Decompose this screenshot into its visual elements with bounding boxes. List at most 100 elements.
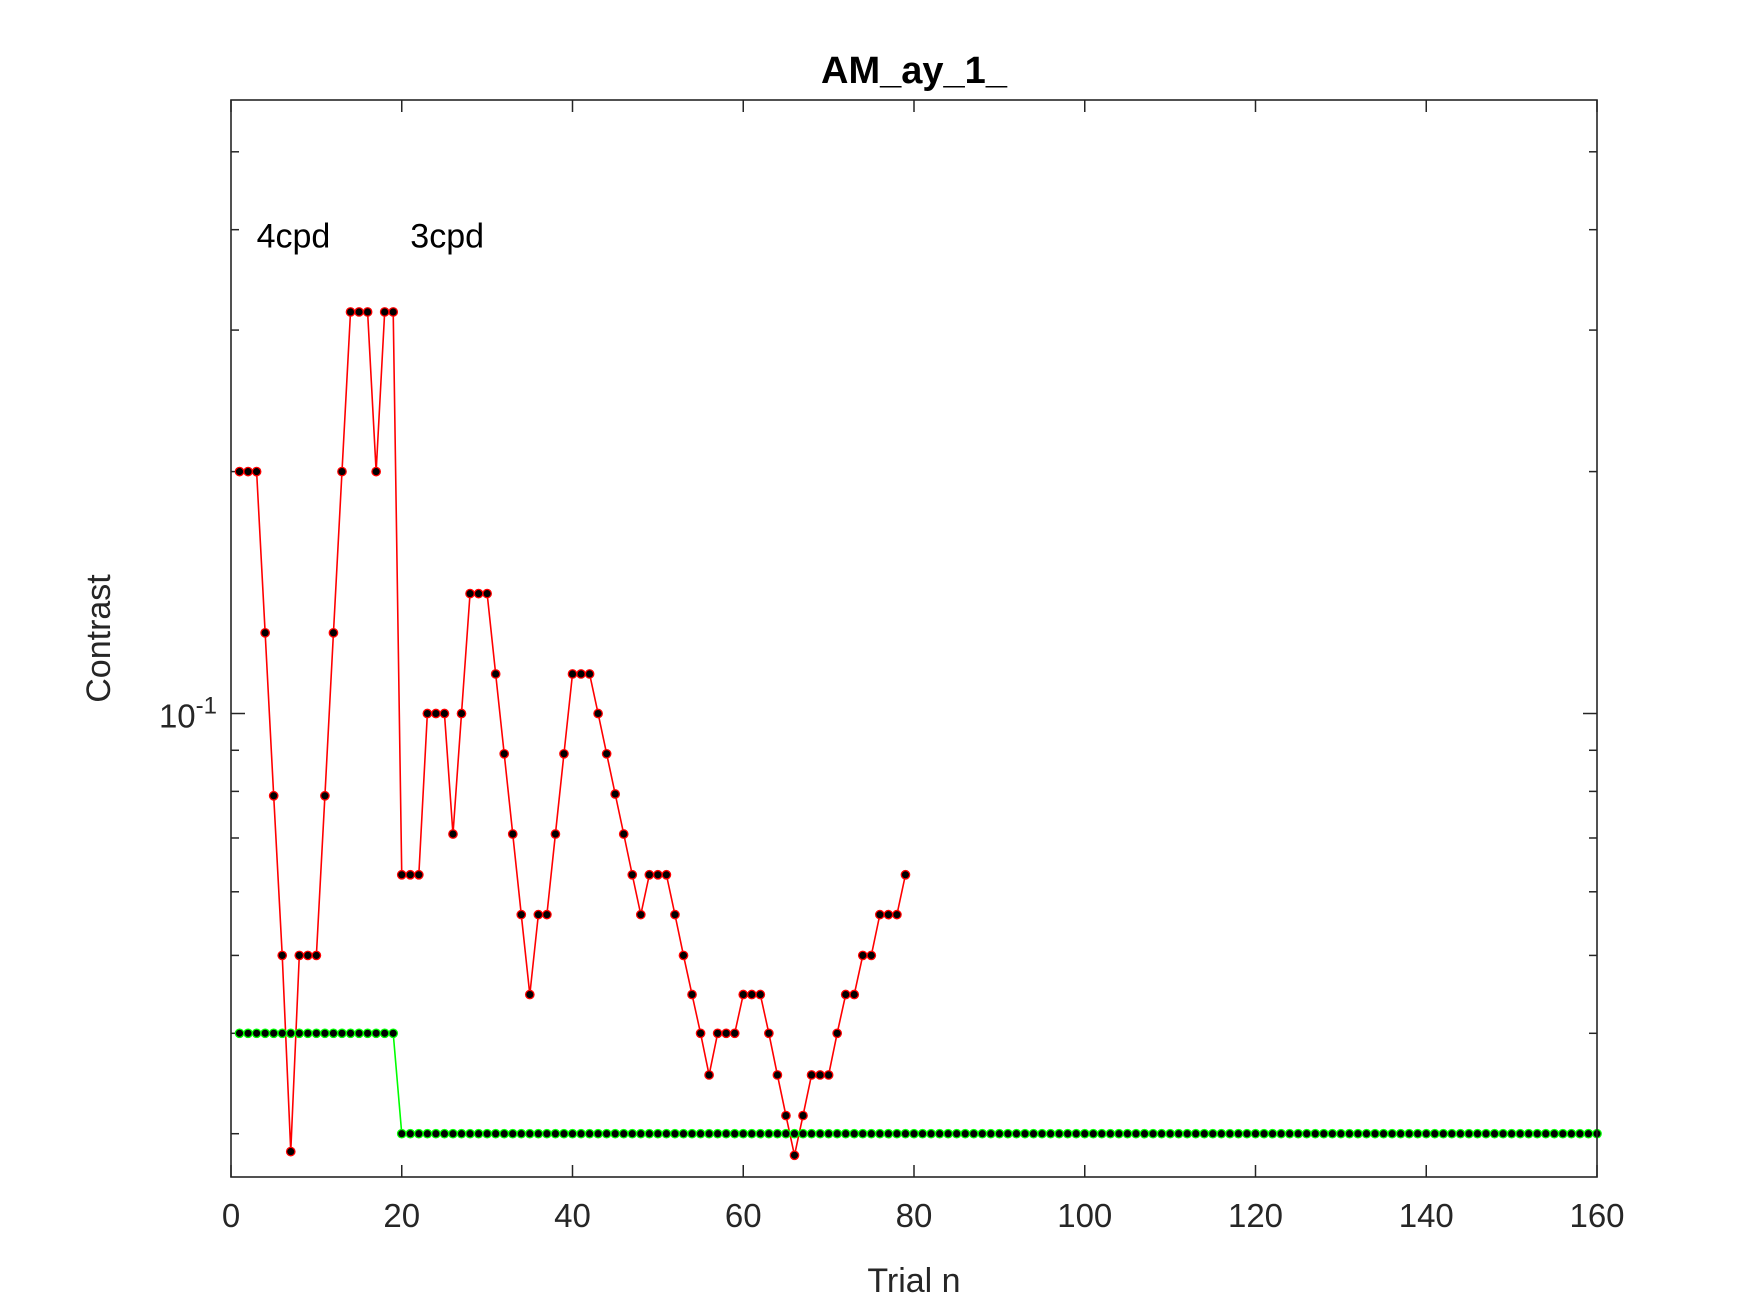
series-1-point: [601, 748, 612, 759]
series-1-point: [294, 950, 305, 961]
series-2-point: [1575, 1128, 1585, 1139]
series-2-point: [985, 1128, 996, 1139]
series-2-point: [431, 1128, 441, 1139]
series-1-point: [584, 669, 595, 679]
series-2-point: [909, 1128, 919, 1139]
annotation-label: 3cpd: [410, 218, 484, 256]
series-2-point: [653, 1128, 663, 1139]
series-1-point: [328, 627, 339, 638]
x-tick-label: 0: [222, 1197, 240, 1234]
series-2-point: [601, 1128, 612, 1139]
series-2-point: [1370, 1128, 1380, 1139]
series-2-point: [405, 1128, 416, 1139]
series-1-point: [362, 307, 373, 317]
series-1-point: [243, 466, 253, 477]
series-2-point: [738, 1128, 749, 1139]
series-2-point: [917, 1128, 928, 1139]
series-2-point: [772, 1128, 783, 1139]
series-2-point: [832, 1128, 843, 1139]
series-2-point: [661, 1128, 672, 1139]
series-2-point: [1003, 1128, 1013, 1139]
series-2-point: [1028, 1128, 1039, 1139]
series-2-point: [260, 1028, 270, 1039]
series-2-point: [1395, 1128, 1406, 1139]
series-2-point: [490, 1128, 501, 1139]
series-2-point: [1549, 1128, 1560, 1139]
series-2-point: [1293, 1128, 1304, 1139]
series-1-point: [345, 307, 356, 317]
series-2-point: [823, 1128, 834, 1139]
series-1-point: [661, 869, 672, 880]
series-2-point: [1037, 1128, 1047, 1139]
series-2-point: [1464, 1128, 1474, 1139]
series-2-point: [1225, 1128, 1235, 1139]
series-2-point: [576, 1128, 586, 1139]
series-1-point: [533, 909, 544, 920]
series-2-point: [371, 1028, 381, 1039]
series-1-point: [806, 1070, 817, 1080]
series-2-point: [1242, 1128, 1252, 1139]
series-2-point: [1131, 1128, 1141, 1139]
series-2-point: [1079, 1128, 1090, 1139]
series-2-point: [644, 1128, 655, 1139]
series-1-point: [431, 708, 441, 719]
series-1-point: [644, 869, 655, 880]
series-1-point: [234, 466, 245, 477]
series-2-point: [1122, 1128, 1133, 1139]
series-2-point: [516, 1128, 527, 1139]
series-1-point: [439, 708, 450, 719]
series-2-point: [456, 1128, 467, 1139]
series-2-point: [507, 1128, 518, 1139]
series-2-point: [277, 1028, 288, 1039]
series-1-point: [883, 909, 894, 920]
series-1-point: [772, 1070, 783, 1080]
series-1-point: [874, 909, 885, 920]
series-2-point: [934, 1128, 945, 1139]
series-2-point: [1404, 1128, 1415, 1139]
series-2-point: [1259, 1128, 1269, 1139]
series-2-point: [1165, 1128, 1175, 1139]
series-2-point: [968, 1128, 979, 1139]
series-2-point: [1156, 1128, 1167, 1139]
y-tick-label: 10-1: [159, 693, 217, 735]
series-2-point: [559, 1128, 569, 1139]
series-2-point: [670, 1128, 680, 1139]
series-2-point: [618, 1128, 629, 1139]
annotation-label: 4cpd: [257, 218, 331, 256]
series-2-point: [1011, 1128, 1022, 1139]
plot-frame: [230, 99, 1598, 1178]
series-1-point: [840, 989, 851, 1000]
series-2-point: [1233, 1128, 1244, 1139]
series-1-point: [320, 790, 330, 801]
series-2-point: [1148, 1128, 1158, 1139]
plot-area: [231, 100, 1597, 1177]
series-1-point: [268, 790, 279, 801]
series-2-point: [1276, 1128, 1286, 1139]
series-1-point: [849, 989, 860, 1000]
series-2-point: [448, 1128, 458, 1139]
series-1-point: [285, 1146, 296, 1157]
series-1-point: [371, 466, 381, 477]
series-2-point: [379, 1028, 390, 1039]
series-1-point: [593, 708, 603, 719]
series-1-point: [465, 588, 475, 599]
series-2-point: [396, 1128, 407, 1139]
series-2-point: [1361, 1128, 1372, 1139]
x-tick-label: 60: [725, 1197, 762, 1234]
series-2-point: [781, 1128, 791, 1139]
series-2-point: [550, 1128, 561, 1139]
series-2-point: [1216, 1128, 1227, 1139]
series-2-point: [1207, 1128, 1218, 1139]
series-1-point: [396, 869, 407, 880]
series-1-point: [618, 829, 629, 839]
series-2-point: [1540, 1128, 1551, 1139]
series-1-point: [422, 708, 433, 719]
series-2-point: [533, 1128, 544, 1139]
series-1-point: [516, 909, 527, 920]
x-tick-label: 100: [1057, 1197, 1112, 1234]
series-1-point: [729, 1028, 740, 1039]
series-2-point: [977, 1128, 988, 1139]
series-2-point: [1498, 1128, 1508, 1139]
series-2-point: [1020, 1128, 1030, 1139]
